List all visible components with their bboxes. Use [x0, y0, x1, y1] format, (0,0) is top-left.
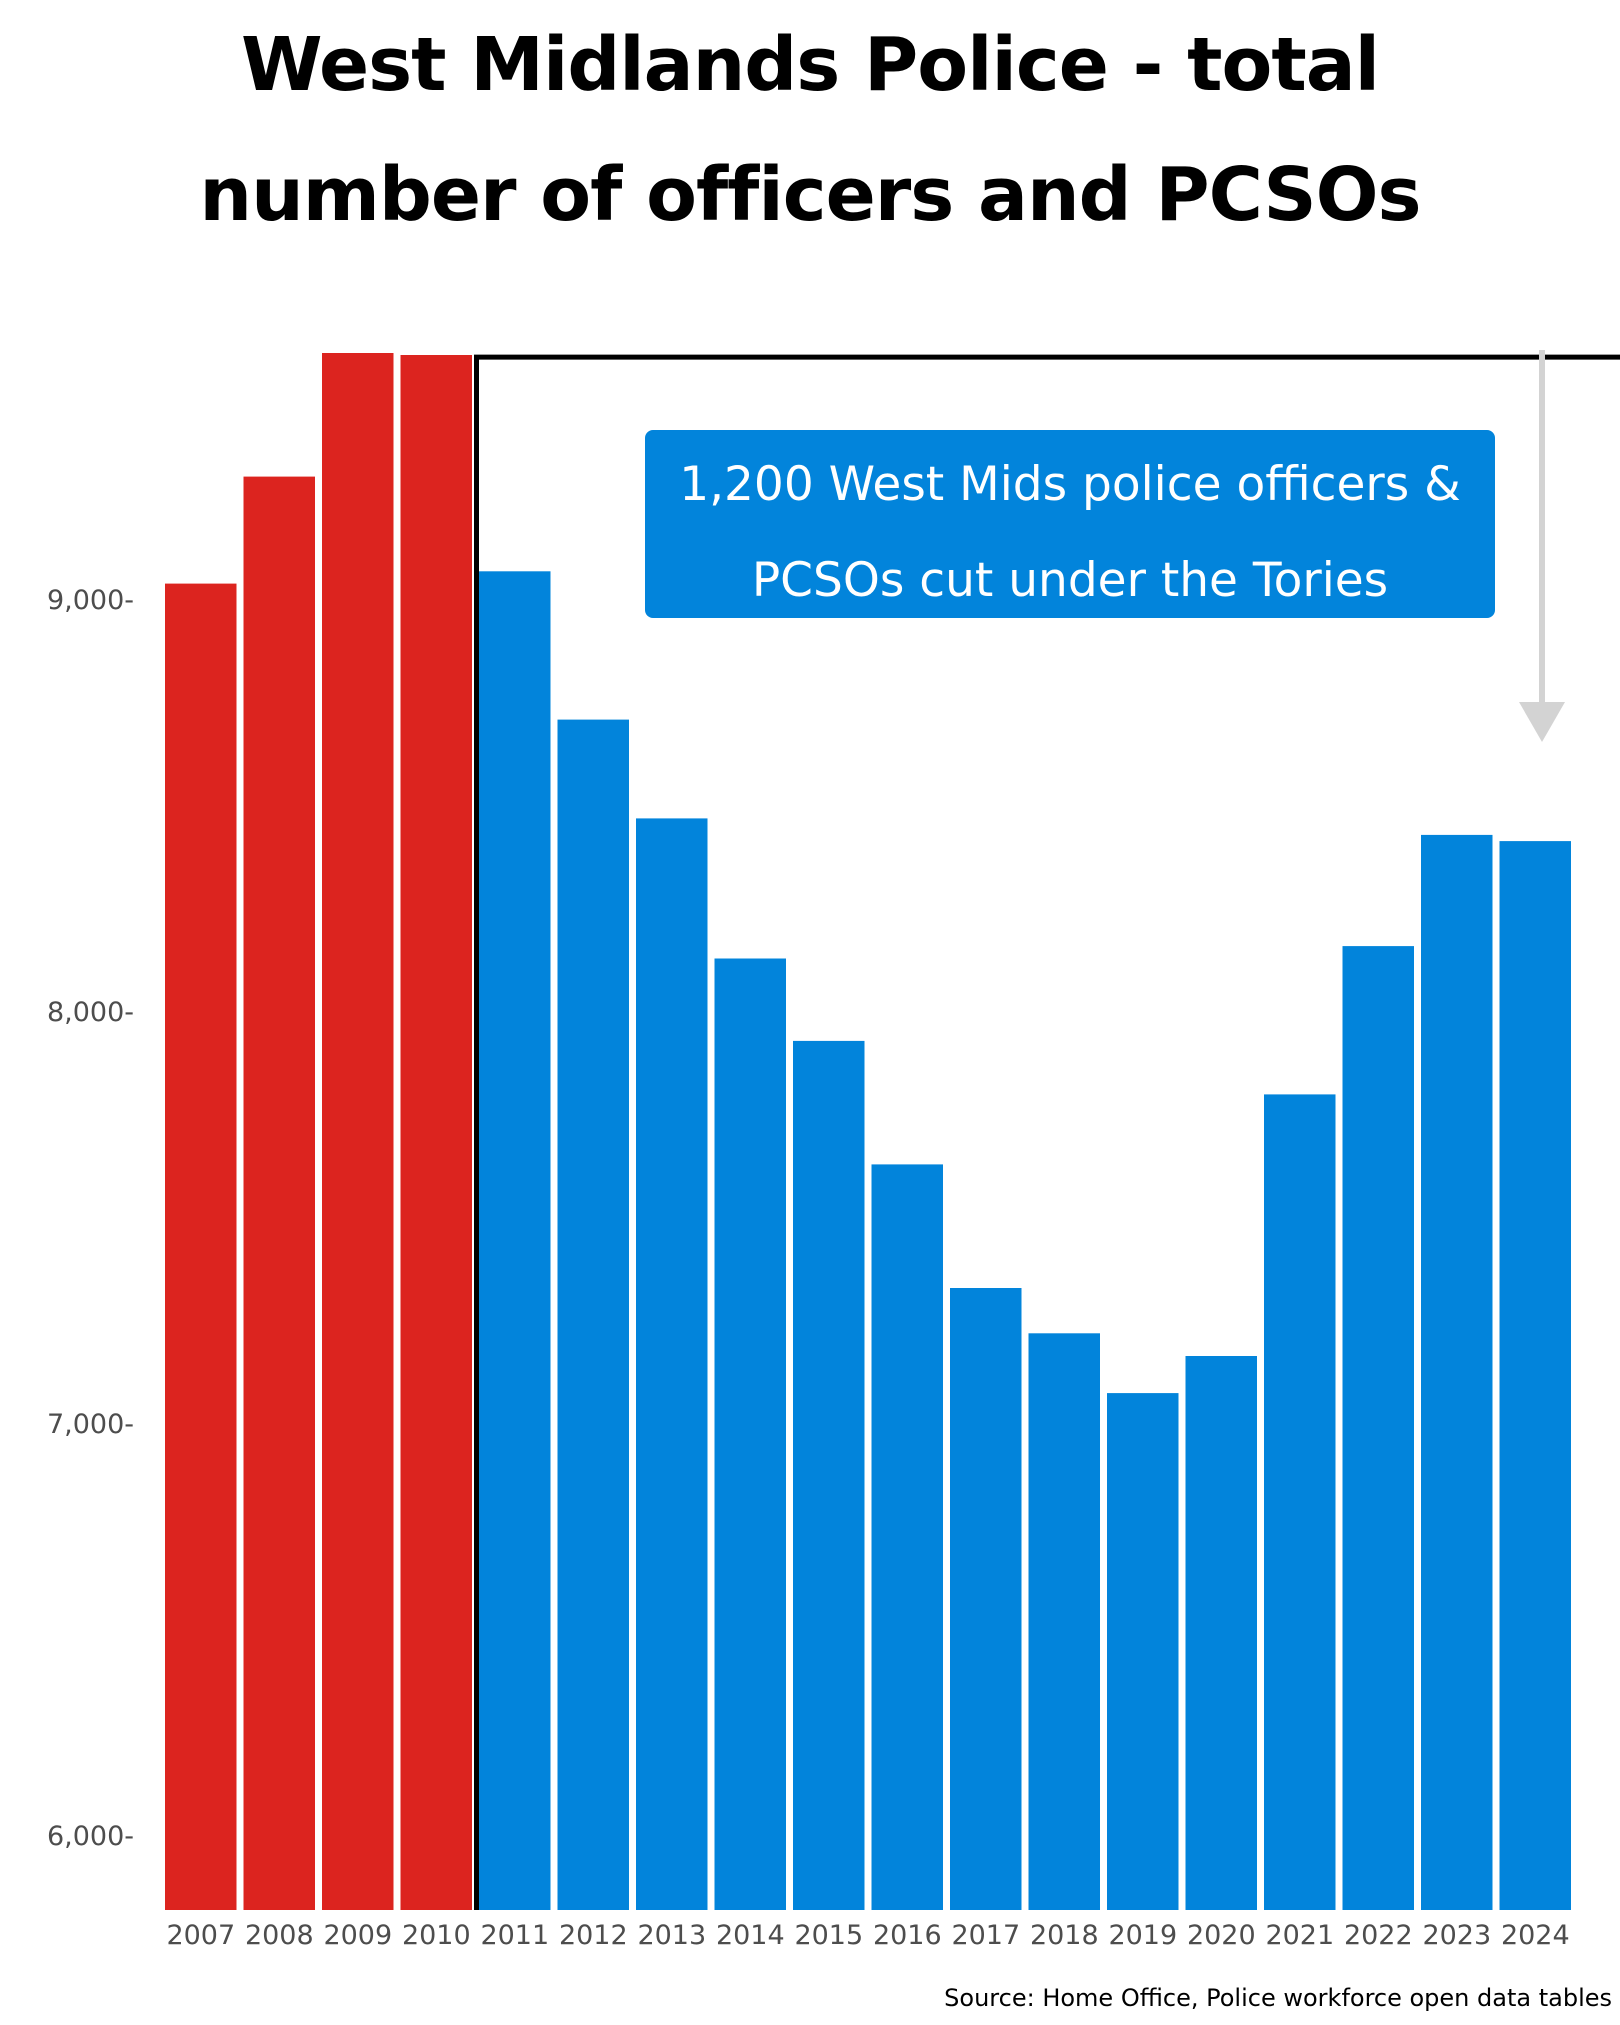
x-tick-label-2007: 2007 — [166, 1920, 235, 1951]
annotation-callout: 1,200 West Mids police officers & PCSOs … — [645, 430, 1495, 618]
x-tick-label-2010: 2010 — [402, 1920, 471, 1951]
reference-line-group — [474, 354, 1620, 1910]
x-tick-label-2020: 2020 — [1187, 1920, 1256, 1951]
x-tick-label-2019: 2019 — [1108, 1920, 1177, 1951]
chart-title-line-1: West Midlands Police - total — [240, 22, 1380, 108]
x-tick-label-2023: 2023 — [1422, 1920, 1491, 1951]
reference-line — [474, 354, 1620, 1910]
bar-2010 — [400, 355, 472, 1910]
bar-2014 — [714, 958, 786, 1910]
x-tick-label-2021: 2021 — [1265, 1920, 1334, 1951]
down-arrow-icon — [1519, 350, 1565, 742]
x-tick-label-2024: 2024 — [1501, 1920, 1570, 1951]
bar-2020 — [1185, 1356, 1257, 1910]
x-tick-label-2014: 2014 — [716, 1920, 785, 1951]
bars-group — [165, 353, 1571, 1911]
y-tick-label-6000: 6,000- — [47, 1821, 134, 1852]
x-tick-label-2015: 2015 — [794, 1920, 863, 1951]
bar-2017 — [950, 1288, 1022, 1910]
bar-2011 — [479, 571, 551, 1910]
source-note: Source: Home Office, Police workforce op… — [944, 1984, 1612, 2012]
x-tick-label-2016: 2016 — [873, 1920, 942, 1951]
bar-2016 — [871, 1164, 943, 1910]
bar-2009 — [322, 353, 394, 1910]
bar-2019 — [1107, 1393, 1179, 1910]
x-tick-label-2018: 2018 — [1030, 1920, 1099, 1951]
y-tick-label-7000: 7,000- — [47, 1409, 134, 1440]
bar-2022 — [1342, 946, 1414, 1910]
y-tick-label-9000: 9,000- — [47, 585, 134, 616]
y-axis: 6,000- 7,000- 8,000- 9,000- — [47, 585, 134, 1852]
y-tick-label-8000: 8,000- — [47, 997, 134, 1028]
chart-title-line-2: number of officers and PCSOs — [199, 152, 1421, 238]
annotation-line-2: PCSOs cut under the Tories — [751, 553, 1389, 608]
x-axis: 2007 2008 2009 2010 2011 2012 2013 2014 2015 2016… — [166, 1920, 1569, 1951]
x-tick-label-2022: 2022 — [1344, 1920, 1413, 1951]
annotation-line-1: 1,200 West Mids police officers & — [679, 457, 1461, 512]
x-tick-label-2009: 2009 — [323, 1920, 392, 1951]
bar-2008 — [243, 476, 315, 1911]
x-tick-label-2017: 2017 — [951, 1920, 1020, 1951]
bar-2024 — [1499, 841, 1571, 1910]
x-tick-label-2008: 2008 — [245, 1920, 314, 1951]
bar-2007 — [165, 583, 237, 1910]
bar-2012 — [557, 719, 629, 1910]
bar-2021 — [1264, 1094, 1336, 1910]
chart-title: West Midlands Police - total number of o… — [0, 0, 1620, 260]
x-tick-label-2013: 2013 — [637, 1920, 706, 1951]
bar-2018 — [1028, 1333, 1100, 1910]
x-tick-label-2012: 2012 — [559, 1920, 628, 1951]
bar-2015 — [793, 1040, 865, 1910]
x-tick-label-2011: 2011 — [480, 1920, 549, 1951]
bar-2023 — [1421, 834, 1493, 1910]
bar-2013 — [636, 818, 708, 1910]
